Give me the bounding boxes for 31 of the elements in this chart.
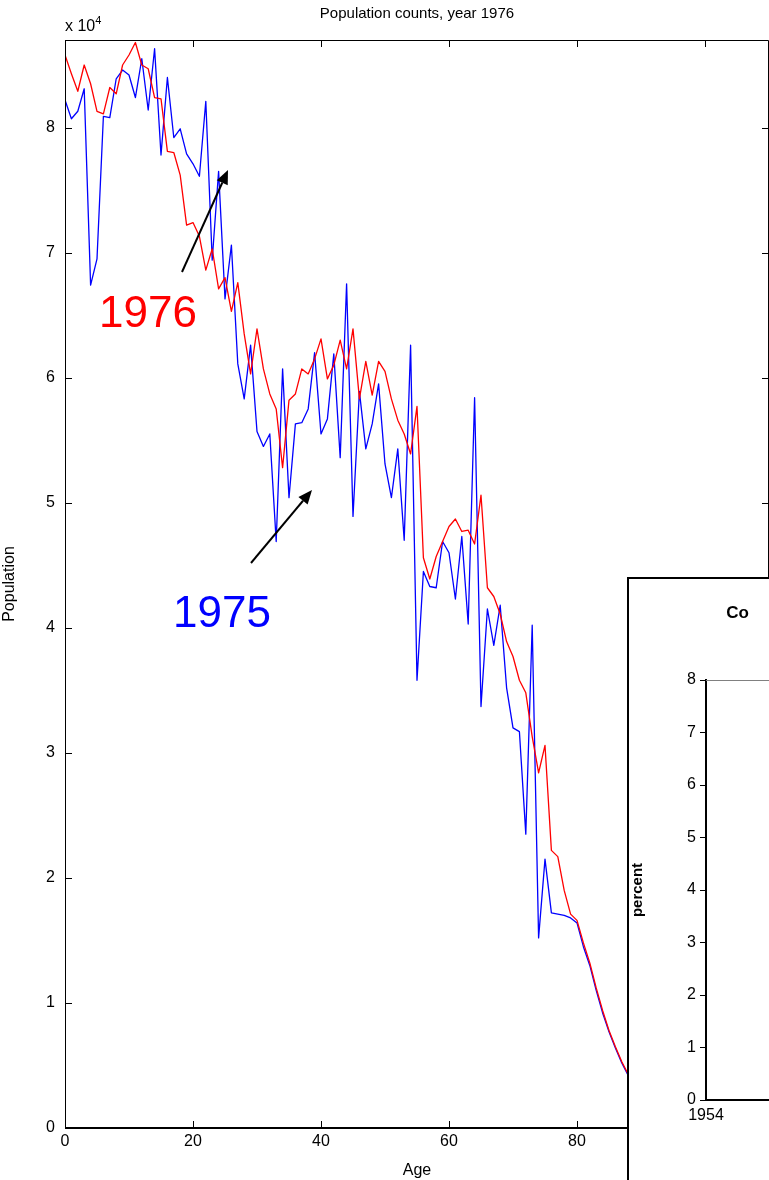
x-tick-label: 40 <box>312 1132 330 1150</box>
y-tick-label: 3 <box>46 743 56 761</box>
x-tick-label: 1954 <box>688 1106 724 1124</box>
y-tick-label: 6 <box>46 368 56 386</box>
chart-title: Co <box>726 602 749 622</box>
y-tick-label: 2 <box>46 868 56 886</box>
y-tick-label: 1 <box>687 1037 697 1055</box>
y-tick-label: 8 <box>46 117 56 135</box>
x-tick-label: 60 <box>440 1132 458 1150</box>
y-axis-title: percent <box>628 862 646 918</box>
y-tick-label: 5 <box>687 827 697 845</box>
y-tick-label: 1 <box>46 993 56 1011</box>
chart-title: Population counts, year 1976 <box>319 4 515 22</box>
y-tick-label: 2 <box>687 985 697 1003</box>
y-tick-label: 4 <box>687 880 697 898</box>
annotation: 1975 <box>173 587 271 637</box>
y-tick-label: 5 <box>46 493 56 511</box>
annotation: 1976 <box>99 287 197 337</box>
y-tick-label: 7 <box>687 722 697 740</box>
y-tick-label: 3 <box>687 932 697 950</box>
x-tick-label: 0 <box>60 1132 70 1150</box>
x-axis-title: Age <box>402 1160 432 1178</box>
y-tick-label: 6 <box>687 775 697 793</box>
y-tick-label: 8 <box>687 670 697 688</box>
x-tick-label: 20 <box>184 1132 202 1150</box>
y-tick-label: 0 <box>687 1090 697 1108</box>
x-tick-label: 80 <box>568 1132 586 1150</box>
y-tick-label: 4 <box>46 618 56 636</box>
y-axis-title: Population <box>0 546 18 622</box>
y-tick-label: 0 <box>46 1118 56 1136</box>
y-tick-label: 7 <box>46 243 56 260</box>
